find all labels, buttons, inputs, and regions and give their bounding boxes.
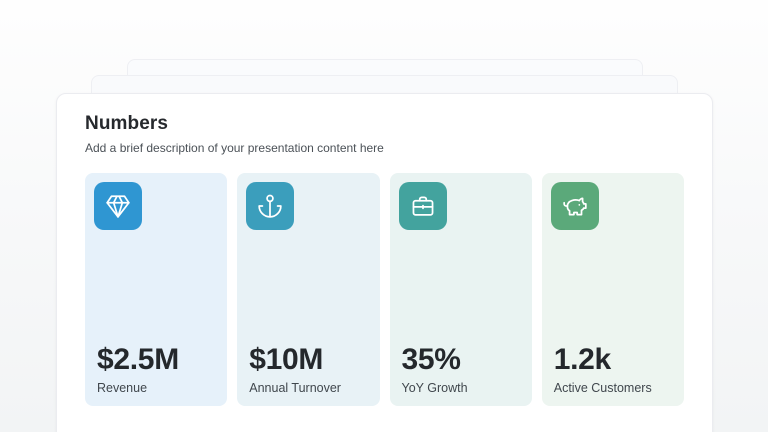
stat-value: 1.2k [553,343,612,376]
stat-label: Active Customers [553,381,652,395]
stat-card-yoy-growth[interactable]: 35% YoY Growth [389,173,532,406]
stat-card-revenue[interactable]: $2.5M Revenue [85,173,228,406]
stat-label: Revenue [97,381,148,395]
stat-value: 35% [401,343,461,376]
piggy-bank-icon [550,182,599,230]
gem-icon [94,182,142,230]
stat-value: $2.5M [97,343,179,376]
stat-card-active-customers[interactable]: 1.2k Active Customers [541,173,684,406]
briefcase-icon [398,182,447,230]
stat-label: Annual Turnover [249,381,341,395]
slide-subtitle: Add a brief description of your presenta… [85,141,384,155]
slide-card: Numbers Add a brief description of your … [56,93,713,432]
stat-card-annual-turnover[interactable]: $10M Annual Turnover [237,173,380,406]
stats-row: $2.5M Revenue $10M Annual Turnover [85,173,684,406]
stat-label: YoY Growth [401,381,468,395]
slide-title: Numbers [85,113,169,134]
anchor-icon [246,182,295,230]
stat-value: $10M [249,343,324,376]
